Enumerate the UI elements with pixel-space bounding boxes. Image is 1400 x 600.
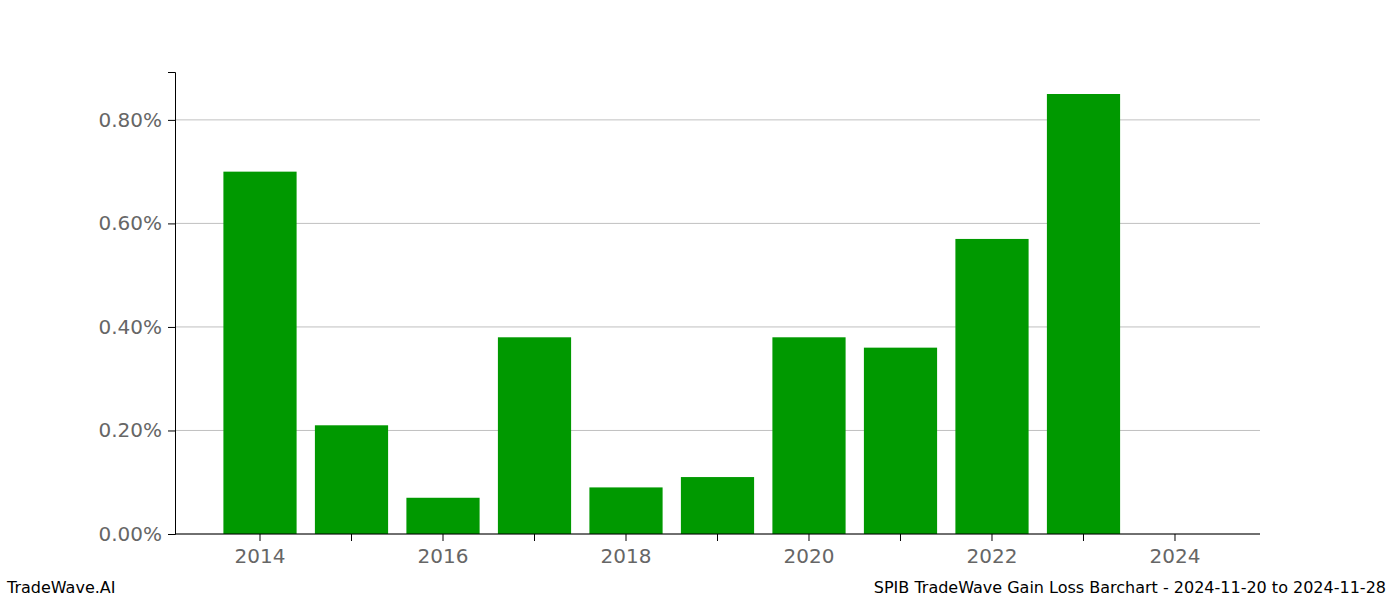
x-tick-mark xyxy=(991,534,992,541)
chart: 0.00% 0.20% 0.40% 0.60% 0.80% 2014 2016 2018 202… xyxy=(0,0,1400,600)
y-tick-label: 0.60% xyxy=(98,211,162,235)
y-tick: 0.20% xyxy=(98,418,175,442)
y-tick-mark xyxy=(168,327,175,328)
y-axis-line xyxy=(168,73,176,535)
bars xyxy=(223,94,1120,534)
y-tick: 0.80% xyxy=(98,108,175,132)
footer-left: TradeWave.AI xyxy=(6,578,115,597)
bar xyxy=(223,172,296,534)
bar xyxy=(1047,94,1120,534)
y-tick-mark xyxy=(168,534,175,535)
bar xyxy=(955,239,1028,534)
x-tick xyxy=(717,534,718,541)
x-tick: 2016 xyxy=(418,534,469,568)
x-tick: 2022 xyxy=(967,534,1018,568)
x-tick: 2018 xyxy=(601,534,652,568)
bar xyxy=(681,477,754,534)
x-tick-mark xyxy=(717,534,718,541)
x-tick-label: 2020 xyxy=(784,544,835,568)
x-tick-mark xyxy=(443,534,444,541)
y-axis: 0.00% 0.20% 0.40% 0.60% 0.80% xyxy=(98,73,175,546)
plot-area: 0.00% 0.20% 0.40% 0.60% 0.80% 2014 2016 2018 202… xyxy=(98,73,1260,569)
x-tick xyxy=(534,534,535,541)
y-tick: 0.60% xyxy=(98,211,175,235)
x-tick-label: 2014 xyxy=(235,544,286,568)
x-tick xyxy=(351,534,352,541)
y-tick-label: 0.00% xyxy=(98,522,162,546)
bar xyxy=(498,337,571,534)
bar xyxy=(406,498,479,534)
x-tick-mark xyxy=(900,534,901,541)
x-tick-label: 2024 xyxy=(1150,544,1201,568)
bar xyxy=(315,425,388,534)
y-tick: 0.40% xyxy=(98,315,175,339)
x-tick-mark xyxy=(1174,534,1175,541)
bar xyxy=(864,348,937,534)
bar xyxy=(589,487,662,534)
x-tick-label: 2022 xyxy=(967,544,1018,568)
x-tick-mark xyxy=(260,534,261,541)
y-tick-mark xyxy=(168,223,175,224)
x-tick-label: 2016 xyxy=(418,544,469,568)
bar xyxy=(772,337,845,534)
title: SPIB TradeWave Gain Loss Barchart - 2024… xyxy=(874,578,1386,597)
x-tick-mark xyxy=(808,534,809,541)
x-tick-mark xyxy=(626,534,627,541)
x-tick-mark xyxy=(351,534,352,541)
x-tick xyxy=(900,534,901,541)
y-tick-label: 0.40% xyxy=(98,315,162,339)
x-tick: 2024 xyxy=(1150,534,1201,568)
x-tick xyxy=(1083,534,1084,541)
x-tick-mark xyxy=(1083,534,1084,541)
x-axis: 2014 2016 2018 2020 2022 2024 xyxy=(175,534,1260,568)
x-tick: 2014 xyxy=(235,534,286,568)
y-tick-label: 0.80% xyxy=(98,108,162,132)
x-tick: 2020 xyxy=(784,534,835,568)
y-tick-mark xyxy=(168,120,175,121)
y-tick-label: 0.20% xyxy=(98,418,162,442)
x-tick-mark xyxy=(534,534,535,541)
y-tick: 0.00% xyxy=(98,522,175,546)
y-tick-mark xyxy=(168,430,175,431)
x-tick-label: 2018 xyxy=(601,544,652,568)
